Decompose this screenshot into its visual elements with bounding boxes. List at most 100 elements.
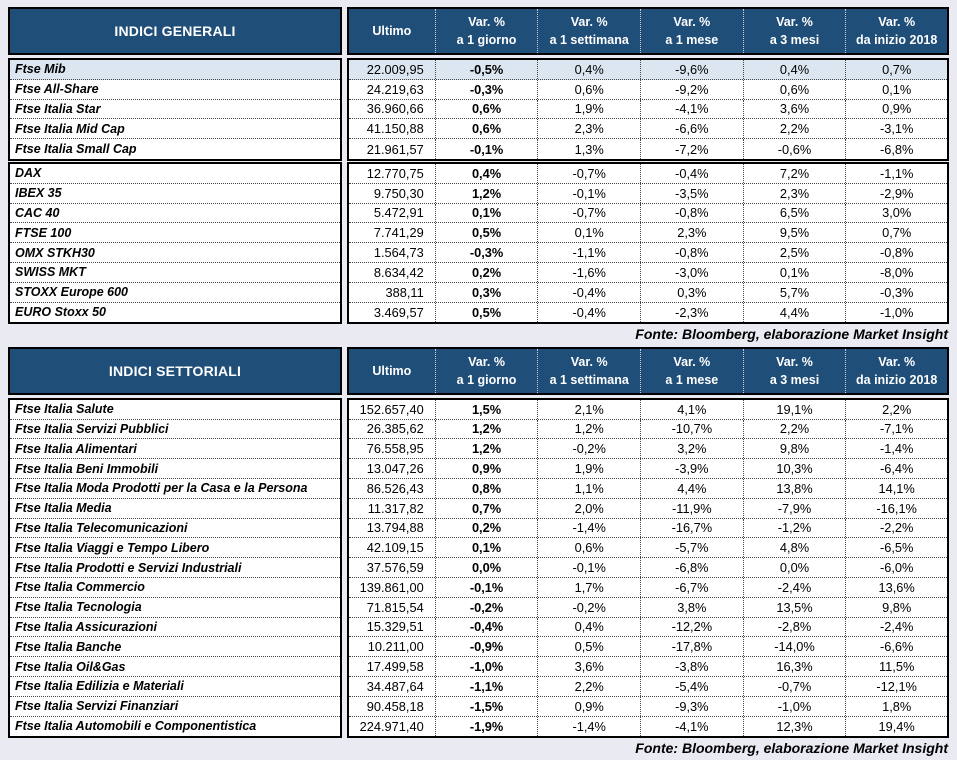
cell-w1: 0,9% <box>537 696 640 716</box>
cell-w1: 2,1% <box>537 399 640 419</box>
table-row: 13.794,88 0,2% -1,4% -16,7% -1,2% -2,2% <box>349 518 947 539</box>
cell-m1: -3,9% <box>640 459 743 478</box>
index-name-row: EURO Stoxx 50 <box>15 305 107 320</box>
cell-d1: 0,0% <box>434 558 538 577</box>
index-name-row: FTSE 100 <box>10 223 340 244</box>
cell-m3: -2,4% <box>742 577 846 597</box>
cell-m3: 2,2% <box>742 419 846 439</box>
column-headers: Ultimo Var. % a 1 giorno Var. % a 1 settiman… <box>347 7 949 55</box>
name-rows-block: Ftse Mib Ftse All-Share Ftse Italia Star Ft… <box>8 58 342 161</box>
var-label-line2: a 1 mese <box>665 372 719 387</box>
cell-m3: 3,6% <box>742 99 846 119</box>
cell-ultimo: 21.961,57 <box>366 141 424 157</box>
index-name-row: SWISS MKT <box>10 263 340 283</box>
cell-m1: 3,2% <box>640 439 743 459</box>
cell-ytd: 13,6% <box>845 577 947 597</box>
cell-m3: -1,2% <box>742 518 846 538</box>
cell-ytd: 0,1% <box>845 79 947 99</box>
index-name-row: Ftse Italia Salute <box>10 400 340 420</box>
table-row: 388,11 0,3% -0,4% 0,3% 5,7% -0,3% <box>349 282 947 303</box>
cell-w1: 1,1% <box>537 478 640 498</box>
value-rows-block: 22.009,95 -0,5% 0,4% -9,6% 0,4% 0,7% 24.219,63… <box>347 58 949 161</box>
cell-ytd: 1,8% <box>845 696 947 716</box>
column-header-var-a-3-mesi: Var. % a 3 mesi <box>742 9 846 53</box>
index-name-row: Ftse Italia Telecomunicazioni <box>10 519 340 539</box>
var-label-line2: da inizio 2018 <box>856 33 938 47</box>
index-name-row: CAC 40 <box>10 204 340 224</box>
cell-ytd: 19,4% <box>845 716 947 737</box>
cell-w1: -0,1% <box>537 183 640 203</box>
table-row: 7.741,29 0,5% 0,1% 2,3% 9,5% 0,7% <box>349 223 947 244</box>
cell-w1: -0,2% <box>537 597 640 617</box>
cell-m3: 5,7% <box>742 282 846 302</box>
cell-ytd: -6,5% <box>845 538 947 558</box>
cell-w1: -1,4% <box>537 518 640 538</box>
cell-ultimo: 388,11 <box>385 284 424 300</box>
index-name-row: Ftse Italia Moda Prodotti per la Casa e … <box>10 479 340 499</box>
value-rows-block: 152.657,40 1,5% 2,1% 4,1% 19,1% 2,2% 26.385,62… <box>347 397 949 739</box>
cell-ytd: -6,6% <box>845 637 947 657</box>
cell-m3: -2,8% <box>742 617 846 637</box>
table-row: 21.961,57 -0,1% 1,3% -7,2% -0,6% -6,8% <box>349 139 947 159</box>
cell-ultimo: 224.971,40 <box>359 718 424 734</box>
cell-m1: 4,1% <box>640 399 743 419</box>
cell-m3: 16,3% <box>742 657 846 676</box>
cell-m1: -6,7% <box>640 577 743 597</box>
value-rows-block: 12.770,75 0,4% -0,7% -0,4% 7,2% -1,1% 9.750,30… <box>347 161 949 325</box>
cell-ultimo: 90.458,18 <box>366 698 424 714</box>
cell-ultimo: 13.047,26 <box>366 461 424 477</box>
cell-ultimo: 34.487,64 <box>366 678 424 694</box>
column-header-var-da-inizio-2018: Var. % da inizio 2018 <box>845 348 947 393</box>
index-name-column: INDICI GENERALI Ftse Mib Ftse All-Share Fts… <box>8 7 342 325</box>
table-row: 22.009,95 -0,5% 0,4% -9,6% 0,4% 0,7% <box>349 60 947 80</box>
cell-w1: -0,4% <box>537 282 640 302</box>
cell-ultimo: 3.469,57 <box>373 304 424 320</box>
table-row: 5.472,91 0,1% -0,7% -0,8% 6,5% 3,0% <box>349 203 947 224</box>
cell-m3: 12,3% <box>742 716 846 737</box>
cell-m3: 4,8% <box>742 538 846 558</box>
var-label-line2: a 1 giorno <box>456 372 517 387</box>
cell-m1: 2,3% <box>640 223 743 243</box>
cell-d1: -0,2% <box>434 597 538 617</box>
cell-ytd: -12,1% <box>845 676 947 696</box>
cell-m3: 2,5% <box>742 243 846 262</box>
cell-w1: 1,9% <box>537 99 640 119</box>
cell-ytd: -1,0% <box>845 302 947 323</box>
cell-ytd: -0,3% <box>845 282 947 302</box>
table-row: 3.469,57 0,5% -0,4% -2,3% 4,4% -1,0% <box>349 302 947 323</box>
index-name-row: Ftse All-Share <box>10 80 340 100</box>
cell-d1: -0,4% <box>434 617 538 637</box>
column-header-var-a-1-mese: Var. % a 1 mese <box>640 9 743 53</box>
cell-ytd: -16,1% <box>845 498 947 518</box>
cell-w1: 2,0% <box>537 498 640 518</box>
cell-ultimo: 11.317,82 <box>367 500 424 516</box>
cell-ytd: -3,1% <box>845 119 947 139</box>
index-name-row: Ftse Italia Banche <box>10 637 340 658</box>
cell-m3: -0,7% <box>742 676 846 696</box>
cell-d1: -0,3% <box>434 79 538 99</box>
cell-m1: -6,6% <box>640 119 743 139</box>
index-values-column: Ultimo Var. % a 1 giorno Var. % a 1 settiman… <box>347 346 949 739</box>
index-name-row: STOXX Europe 600 <box>10 283 340 303</box>
cell-d1: 1,2% <box>434 419 538 439</box>
cell-m1: 3,8% <box>640 597 743 617</box>
cell-ytd: -2,2% <box>845 518 947 538</box>
cell-m1: -4,1% <box>640 99 743 119</box>
cell-m3: 2,3% <box>742 183 846 203</box>
cell-w1: 1,2% <box>537 419 640 439</box>
var-label-line1: Var. % <box>673 14 711 29</box>
indici-settoriali-table: INDICI SETTORIALI Ftse Italia Salute Ftse … <box>8 346 949 760</box>
cell-ytd: 9,8% <box>845 597 947 617</box>
index-name-row: DAX <box>10 164 340 184</box>
cell-ultimo: 24.219,63 <box>366 81 424 97</box>
index-name-column: INDICI SETTORIALI Ftse Italia Salute Ftse … <box>8 346 342 739</box>
table-row: 37.576,59 0,0% -0,1% -6,8% 0,0% -6,0% <box>349 558 947 578</box>
cell-m3: 19,1% <box>742 399 846 419</box>
var-label-line2: a 1 giorno <box>456 33 517 47</box>
cell-w1: -0,1% <box>537 558 640 577</box>
index-name-row: Ftse Italia Mid Cap <box>10 119 340 140</box>
cell-d1: 0,5% <box>434 223 538 243</box>
cell-ytd: 0,7% <box>845 223 947 243</box>
cell-m1: -6,8% <box>640 558 743 577</box>
table-row: 86.526,43 0,8% 1,1% 4,4% 13,8% 14,1% <box>349 478 947 499</box>
